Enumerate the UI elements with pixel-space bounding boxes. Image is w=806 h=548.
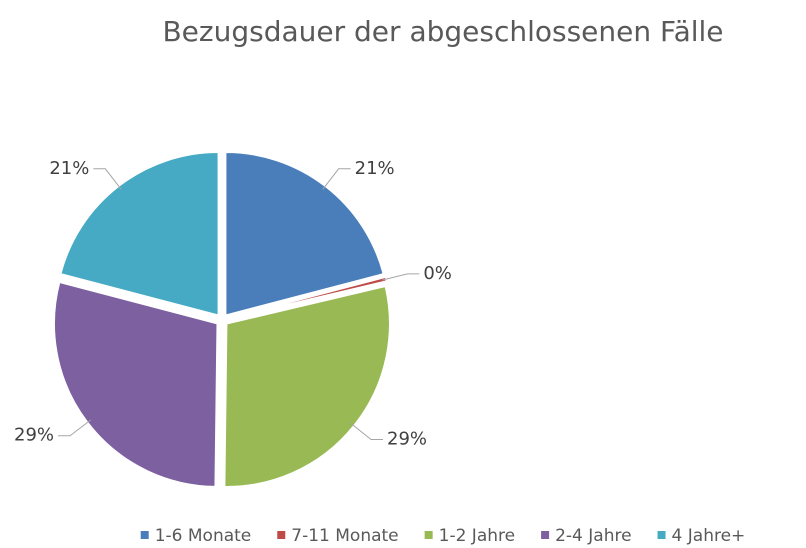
data-label: 0% bbox=[423, 263, 452, 284]
data-label: 29% bbox=[14, 425, 54, 446]
data-label: 21% bbox=[355, 158, 395, 179]
leader-line bbox=[58, 419, 92, 437]
legend-label: 2-4 Jahre bbox=[555, 526, 631, 546]
pie-slice bbox=[223, 285, 391, 488]
legend-label: 1-6 Monate bbox=[155, 526, 252, 546]
legend-label: 4 Jahre+ bbox=[672, 526, 746, 546]
data-label: 29% bbox=[387, 428, 427, 449]
legend-swatch bbox=[140, 531, 149, 539]
data-label: 21% bbox=[49, 158, 89, 179]
leader-line bbox=[93, 168, 122, 190]
pie-slice bbox=[53, 281, 218, 488]
legend-label: 1-2 Jahre bbox=[439, 526, 515, 546]
leader-line bbox=[381, 273, 420, 281]
legend-swatch bbox=[657, 531, 666, 539]
leader-line bbox=[350, 422, 384, 440]
legend-swatch bbox=[424, 531, 433, 539]
chart-title: Bezugsdauer der abgeschlossenen Fälle bbox=[162, 15, 723, 48]
legend-label: 7-11 Monate bbox=[291, 526, 398, 546]
legend-swatch bbox=[277, 531, 286, 539]
leader-line bbox=[322, 168, 351, 190]
legend-swatch bbox=[541, 531, 550, 539]
